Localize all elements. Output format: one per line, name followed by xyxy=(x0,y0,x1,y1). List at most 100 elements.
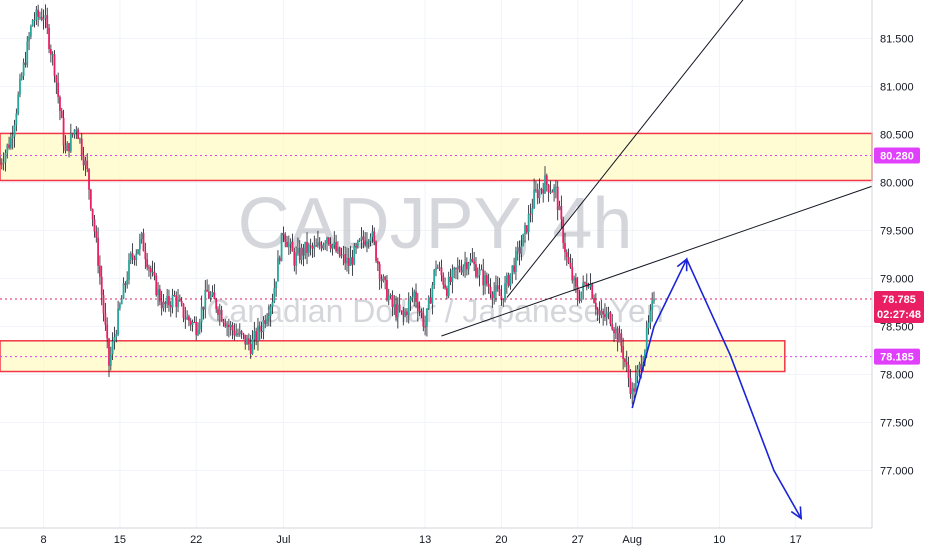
candle-body xyxy=(627,364,630,378)
candle-body xyxy=(391,295,394,308)
candle-body xyxy=(476,275,479,277)
candle-body xyxy=(616,328,619,343)
candle-body xyxy=(453,268,456,270)
candle-body xyxy=(2,162,5,164)
candle-body xyxy=(173,294,176,296)
candle-body xyxy=(591,284,594,298)
candle-body xyxy=(396,304,399,318)
candle-body xyxy=(39,16,41,18)
candle-body xyxy=(26,41,29,65)
candle-body xyxy=(108,338,110,366)
candle-body xyxy=(42,18,45,20)
candle-body xyxy=(8,144,10,148)
candle-body xyxy=(129,253,132,261)
candle-body xyxy=(451,269,454,283)
candle-body xyxy=(502,298,505,301)
candle-body xyxy=(326,237,328,244)
candle-body xyxy=(611,324,614,330)
candle-body xyxy=(240,331,243,334)
candle-body xyxy=(525,225,528,233)
candle-body xyxy=(442,275,445,285)
candle-body xyxy=(6,144,9,153)
candle-body xyxy=(22,62,25,76)
candle-body xyxy=(186,316,189,320)
candle-body xyxy=(24,62,27,65)
candle-body xyxy=(574,277,577,287)
y-tick-label: 81.000 xyxy=(880,81,914,93)
chart-axes: 81.500 81.000 80.500 80.000 79.500 79.000 78.5… xyxy=(0,0,914,546)
chart-grid xyxy=(0,0,872,528)
candle-body xyxy=(462,266,465,273)
trendline xyxy=(441,185,873,337)
candle-body xyxy=(467,263,470,270)
candle-body xyxy=(322,244,325,249)
candle-body xyxy=(49,49,52,55)
candle-body xyxy=(625,361,628,365)
candle-body xyxy=(237,333,239,335)
candle-body xyxy=(562,219,565,243)
candle-body xyxy=(620,333,623,346)
x-tick-label: 8 xyxy=(41,534,47,546)
candle-body xyxy=(471,258,474,262)
candle-body xyxy=(66,143,69,151)
candle-body xyxy=(545,175,548,185)
candle-body xyxy=(605,313,608,318)
candle-body xyxy=(335,242,337,252)
candle-body xyxy=(117,308,119,335)
candle-body xyxy=(645,328,648,351)
trendline xyxy=(506,0,744,298)
candle-body xyxy=(126,279,129,286)
candle-body xyxy=(204,289,207,310)
candle-body xyxy=(513,265,516,272)
y-tick-label: 77.000 xyxy=(880,465,914,477)
candle-body xyxy=(168,296,170,306)
candle-body xyxy=(366,241,368,245)
candle-body xyxy=(69,133,72,152)
candle-body xyxy=(542,189,545,194)
candle-body xyxy=(384,276,387,280)
candle-body xyxy=(109,354,112,366)
candle-body xyxy=(522,233,525,247)
candle-body xyxy=(364,240,367,245)
candle-body xyxy=(489,286,492,295)
candle-body xyxy=(277,257,279,282)
candle-body xyxy=(418,310,421,312)
candle-body xyxy=(93,219,96,232)
candle-body xyxy=(560,206,563,220)
candle-body xyxy=(324,243,327,245)
candle-body xyxy=(455,268,457,270)
candle-body xyxy=(569,262,572,268)
candle-body xyxy=(565,252,568,257)
candle-body xyxy=(344,254,347,264)
candle-body xyxy=(524,225,526,234)
candle-body xyxy=(149,268,152,273)
candle-body xyxy=(576,286,579,300)
candle-body xyxy=(189,320,192,325)
price-badges: 80.280 78.185 78.785 02:27:48 xyxy=(874,147,924,365)
level-badge-low-label: 78.185 xyxy=(880,352,914,364)
candle-body xyxy=(535,189,537,191)
candle-body xyxy=(151,271,154,273)
candle-body xyxy=(342,254,345,256)
price-zone xyxy=(0,132,873,182)
countdown-label: 02:27:48 xyxy=(877,309,921,321)
candle-body xyxy=(593,297,595,303)
y-tick-label: 78.500 xyxy=(880,321,914,333)
candle-body xyxy=(371,231,374,237)
candle-body xyxy=(446,288,448,297)
candle-body xyxy=(238,331,241,335)
candle-body xyxy=(153,271,156,276)
support-resistance-zones xyxy=(0,132,873,373)
candle-body xyxy=(404,311,407,316)
candle-body xyxy=(11,136,14,139)
candle-body xyxy=(209,295,212,299)
candle-body xyxy=(504,283,506,301)
candle-body xyxy=(282,232,285,236)
candle-body xyxy=(86,160,89,170)
candle-body xyxy=(124,283,127,286)
candle-body xyxy=(602,311,605,315)
candle-body xyxy=(346,258,348,264)
forecast-arrowhead xyxy=(676,257,688,272)
candle-body xyxy=(213,292,216,300)
